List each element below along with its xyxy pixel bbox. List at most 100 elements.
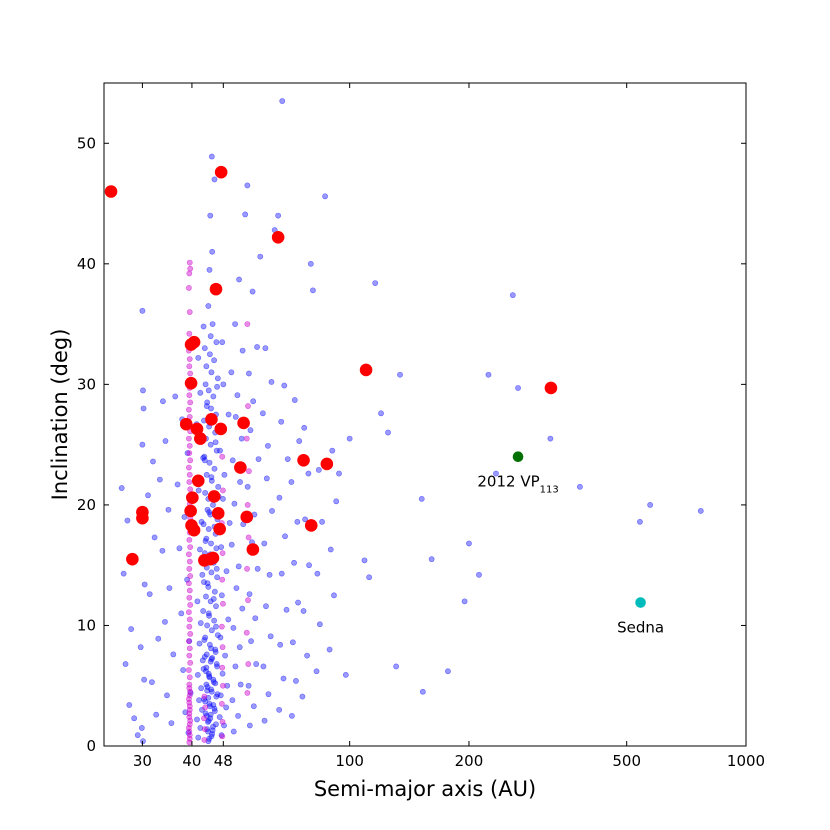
y-tick-label: 0 [86, 737, 96, 755]
data-point [195, 354, 202, 361]
data-point [172, 393, 179, 400]
data-point [185, 285, 192, 291]
y-tick-label: 40 [77, 255, 96, 273]
data-point [205, 718, 211, 725]
data-point [203, 363, 210, 370]
data-point [210, 502, 216, 508]
data-point [245, 661, 252, 667]
data-point [186, 259, 193, 266]
data-point [275, 212, 282, 219]
data-point [331, 592, 337, 599]
data-point [162, 618, 168, 625]
data-point [231, 500, 238, 507]
data-point [151, 534, 158, 541]
x-tick-label: 1000 [727, 752, 765, 770]
data-point [282, 533, 288, 540]
data-point [201, 579, 207, 585]
data-point [283, 606, 290, 613]
data-point [207, 212, 214, 219]
data-point [238, 435, 245, 442]
data-point [211, 465, 218, 472]
data-point [199, 657, 206, 664]
data-point [268, 379, 275, 385]
data-point [168, 720, 175, 726]
data-point [201, 345, 208, 352]
data-point [226, 520, 233, 526]
data-point [247, 427, 254, 434]
data-point [185, 609, 192, 616]
data-point [186, 587, 193, 594]
data-point [126, 702, 133, 708]
data-point [209, 248, 216, 255]
data-point [180, 667, 186, 673]
data-point [289, 639, 296, 646]
data-point [219, 670, 226, 677]
data-point [194, 671, 201, 678]
data-point [217, 634, 224, 641]
data-point [263, 475, 270, 482]
data-point [257, 253, 264, 260]
data-point [223, 704, 230, 711]
data-point [187, 573, 194, 579]
data-point [232, 414, 239, 420]
data-point [219, 576, 226, 583]
y-tick-label: 30 [77, 375, 96, 393]
data-point [299, 693, 306, 700]
data-point [140, 738, 146, 745]
data-point [194, 432, 207, 445]
data-point [197, 620, 204, 626]
annotation-subscript: 113 [540, 484, 559, 495]
data-point [244, 182, 251, 189]
data-point [229, 697, 236, 704]
data-point [209, 655, 216, 661]
data-point [206, 509, 213, 516]
data-point [213, 565, 220, 572]
data-point [244, 321, 251, 327]
data-point [187, 399, 194, 406]
data-point [225, 411, 232, 418]
data-point [277, 641, 284, 648]
data-point [255, 456, 262, 462]
data-point [186, 735, 193, 742]
data-point [186, 442, 193, 449]
data-point [259, 410, 266, 417]
data-point [174, 481, 181, 488]
data-point [128, 626, 135, 632]
data-point [186, 309, 193, 315]
data-point [219, 733, 226, 740]
data-point [213, 603, 219, 610]
data-point [206, 735, 213, 742]
data-point [209, 282, 223, 296]
data-point [428, 556, 435, 563]
data-point [186, 652, 193, 659]
data-point [186, 728, 193, 735]
data-point [635, 597, 646, 608]
data-point [185, 435, 192, 442]
data-point [254, 565, 261, 572]
data-point [229, 457, 236, 464]
data-point [136, 511, 149, 525]
data-point [271, 231, 285, 244]
data-point [186, 699, 193, 706]
data-point [211, 617, 218, 624]
data-point [237, 416, 250, 430]
data-point [212, 680, 219, 687]
data-point [346, 435, 353, 442]
data-point [305, 470, 312, 477]
data-point [230, 728, 237, 735]
data-point [276, 494, 283, 501]
data-point [228, 369, 235, 376]
data-point [206, 674, 213, 681]
data-point [244, 565, 250, 572]
data-point [186, 363, 193, 370]
data-point [201, 693, 208, 700]
data-point [372, 280, 379, 287]
data-point [131, 715, 138, 722]
data-point [320, 457, 334, 471]
data-point [246, 543, 260, 556]
annotations-layer: 2012 VP113 Sedna [477, 473, 664, 637]
data-point [214, 422, 228, 436]
data-point [206, 551, 220, 565]
data-point [199, 571, 206, 578]
data-point [242, 211, 249, 218]
